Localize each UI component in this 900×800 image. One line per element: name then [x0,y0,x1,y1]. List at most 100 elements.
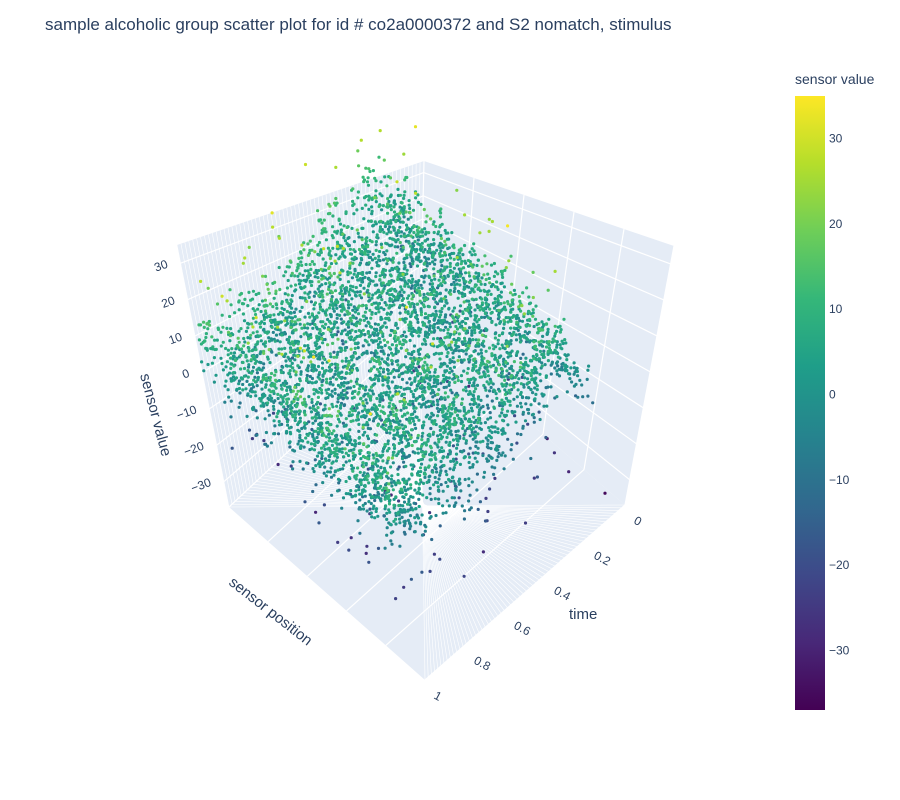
scatter-point [475,472,479,476]
scatter-point [458,283,462,287]
scatter-point [484,349,488,353]
scatter-point [396,392,400,396]
scatter-point [371,468,375,472]
scatter-point [380,208,384,212]
scatter-point [500,371,504,375]
scatter-point [434,314,438,318]
scatter-point [392,226,396,230]
scatter-point [504,413,508,417]
scatter-point [400,343,405,347]
scatter-point [473,331,477,335]
scatter-point [433,258,437,262]
scatter-point [394,231,398,235]
scatter-point [490,352,494,356]
scatter-point [463,417,467,421]
scatter-point [351,466,356,470]
scatter-point [306,364,310,368]
scatter-point [486,406,490,410]
scatter-point [273,373,277,377]
scatter-point [259,361,263,365]
scatter-point [311,326,315,330]
scatter-point [264,376,268,380]
scatter-point [330,389,334,393]
scatter-point [328,271,332,275]
scatter-point [362,318,366,322]
scatter-point [420,444,424,448]
scatter-point [348,266,352,270]
scatter-point [354,285,358,290]
scatter-point [402,232,406,236]
scatter-point [332,309,336,313]
scatter-point [379,306,383,310]
scatter-point [431,243,435,247]
scatter-point [236,346,240,350]
scatter-point [487,316,491,320]
scatter-point [386,471,390,475]
scatter-point [225,326,229,330]
scatter-point [409,274,414,278]
scatter-point [359,396,363,400]
scatter-point [260,299,265,303]
scatter-point [377,357,381,361]
scatter-point [350,391,354,395]
scatter-point [438,215,442,219]
scatter-point [478,408,482,412]
scatter-point [495,396,499,400]
scatter-point [304,436,308,440]
scatter-point [206,327,210,331]
scatter-point [464,321,468,325]
scatter-point [427,313,431,318]
scatter-point [418,466,423,470]
scatter-point [493,332,497,336]
scatter-point [385,449,389,453]
scatter-point [342,254,346,258]
scatter-point [316,364,321,369]
scatter-point [500,411,504,415]
scatter-point [452,397,456,401]
scatter-point [230,362,234,366]
gridline [385,469,585,646]
scatter-point [423,248,427,252]
scatter-point [454,374,459,378]
scatter-point [363,275,367,279]
scatter-point [500,308,504,312]
scatter-point [352,202,356,206]
scatter-point [509,448,513,452]
scatter-point [358,498,362,502]
scatter-point [438,309,442,313]
scatter-point [452,306,457,310]
scatter-point [385,511,389,515]
scatter-point [356,392,360,396]
scatter-point [379,465,383,469]
scatter-point [330,291,334,295]
scatter-point [398,217,402,221]
scatter-point [353,293,358,297]
scatter-point [500,343,504,347]
scatter-point [349,464,354,468]
scatter-point [393,245,397,249]
scatter-point [328,455,332,459]
scatter-point [204,332,208,336]
scatter-point [446,231,450,235]
scatter-point [384,317,388,321]
scatter-point [365,411,369,415]
scatter-point [327,359,331,363]
scatter-point [386,442,390,446]
scatter-point [382,411,387,416]
scatter-point [423,380,427,384]
scatter-point [508,403,512,407]
scatter-point [373,382,377,386]
scatter-point [344,451,348,455]
scatter-point [321,331,325,336]
scatter-point [290,306,294,310]
scatter-point [351,355,355,359]
scatter-point [488,411,492,415]
scatter-point [462,517,466,521]
chart-title: sample alcoholic group scatter plot for … [45,15,672,34]
scatter-point [476,416,481,420]
scatter-point [512,397,516,401]
scatter-point [359,507,363,511]
scatter-point [332,473,336,477]
scatter-point [443,304,447,308]
